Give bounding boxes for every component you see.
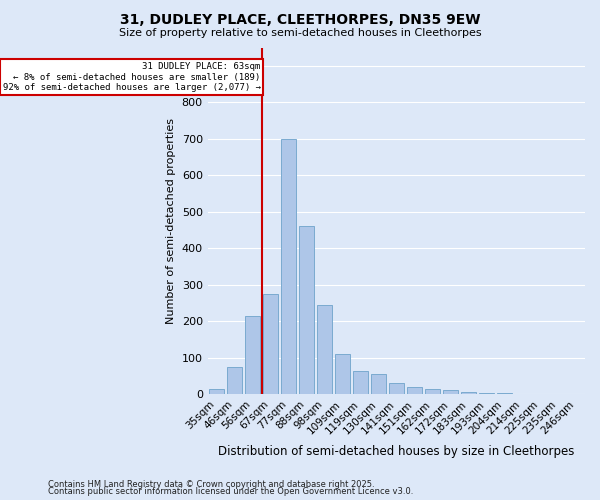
- Bar: [245, 316, 260, 394]
- Bar: [389, 384, 404, 394]
- Bar: [263, 294, 278, 394]
- Bar: [407, 387, 422, 394]
- Text: 31, DUDLEY PLACE, CLEETHORPES, DN35 9EW: 31, DUDLEY PLACE, CLEETHORPES, DN35 9EW: [120, 12, 480, 26]
- Y-axis label: Number of semi-detached properties: Number of semi-detached properties: [166, 118, 176, 324]
- Bar: [461, 392, 476, 394]
- Bar: [281, 139, 296, 394]
- X-axis label: Distribution of semi-detached houses by size in Cleethorpes: Distribution of semi-detached houses by …: [218, 444, 575, 458]
- Text: Contains public sector information licensed under the Open Government Licence v3: Contains public sector information licen…: [48, 487, 413, 496]
- Bar: [443, 390, 458, 394]
- Bar: [353, 370, 368, 394]
- Bar: [209, 389, 224, 394]
- Text: 31 DUDLEY PLACE: 63sqm
← 8% of semi-detached houses are smaller (189)
92% of sem: 31 DUDLEY PLACE: 63sqm ← 8% of semi-deta…: [2, 62, 260, 92]
- Bar: [227, 367, 242, 394]
- Bar: [479, 392, 494, 394]
- Text: Contains HM Land Registry data © Crown copyright and database right 2025.: Contains HM Land Registry data © Crown c…: [48, 480, 374, 489]
- Bar: [371, 374, 386, 394]
- Bar: [335, 354, 350, 395]
- Bar: [425, 389, 440, 394]
- Bar: [299, 226, 314, 394]
- Text: Size of property relative to semi-detached houses in Cleethorpes: Size of property relative to semi-detach…: [119, 28, 481, 38]
- Bar: [317, 305, 332, 394]
